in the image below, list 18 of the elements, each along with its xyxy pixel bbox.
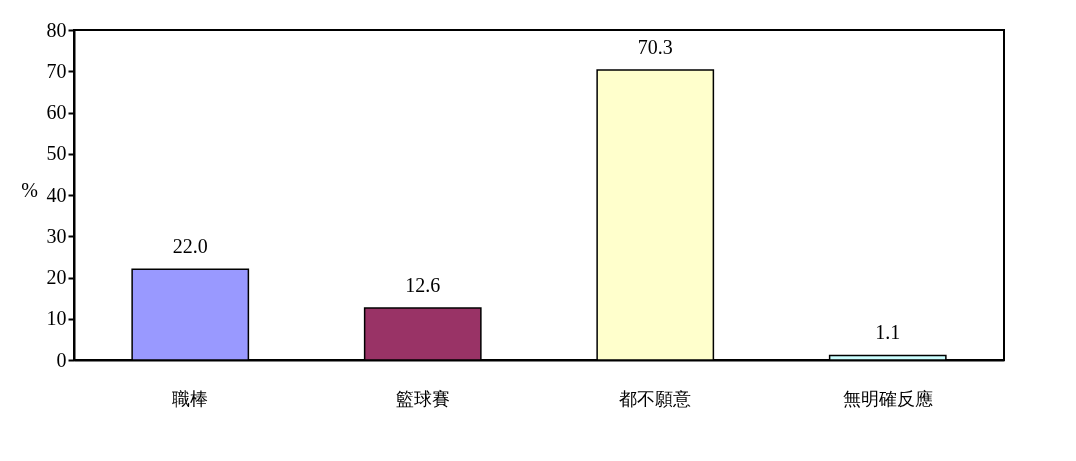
data-label: 12.6 xyxy=(405,274,441,297)
x-tick-label: 職棒 xyxy=(172,388,209,409)
x-tick-label: 都不願意 xyxy=(619,388,692,409)
data-label: 70.3 xyxy=(637,36,673,59)
y-tick-label: 0 xyxy=(56,348,67,371)
x-tick-label: 無明確反應 xyxy=(842,388,933,409)
data-label: 22.0 xyxy=(172,235,208,258)
y-tick-label: 50 xyxy=(46,142,67,165)
x-tick-label: 籃球賽 xyxy=(395,388,450,409)
y-tick-label: 20 xyxy=(46,266,67,288)
data-label: 1.1 xyxy=(875,321,901,344)
y-tick-label: 60 xyxy=(46,101,67,123)
y-tick-label: 30 xyxy=(46,224,67,247)
y-tick-label: 40 xyxy=(46,183,67,206)
y-axis-title: % xyxy=(21,178,38,201)
y-tick-label: 10 xyxy=(46,307,67,330)
y-tick-label: 80 xyxy=(46,18,67,41)
y-tick-label: 70 xyxy=(46,59,67,82)
